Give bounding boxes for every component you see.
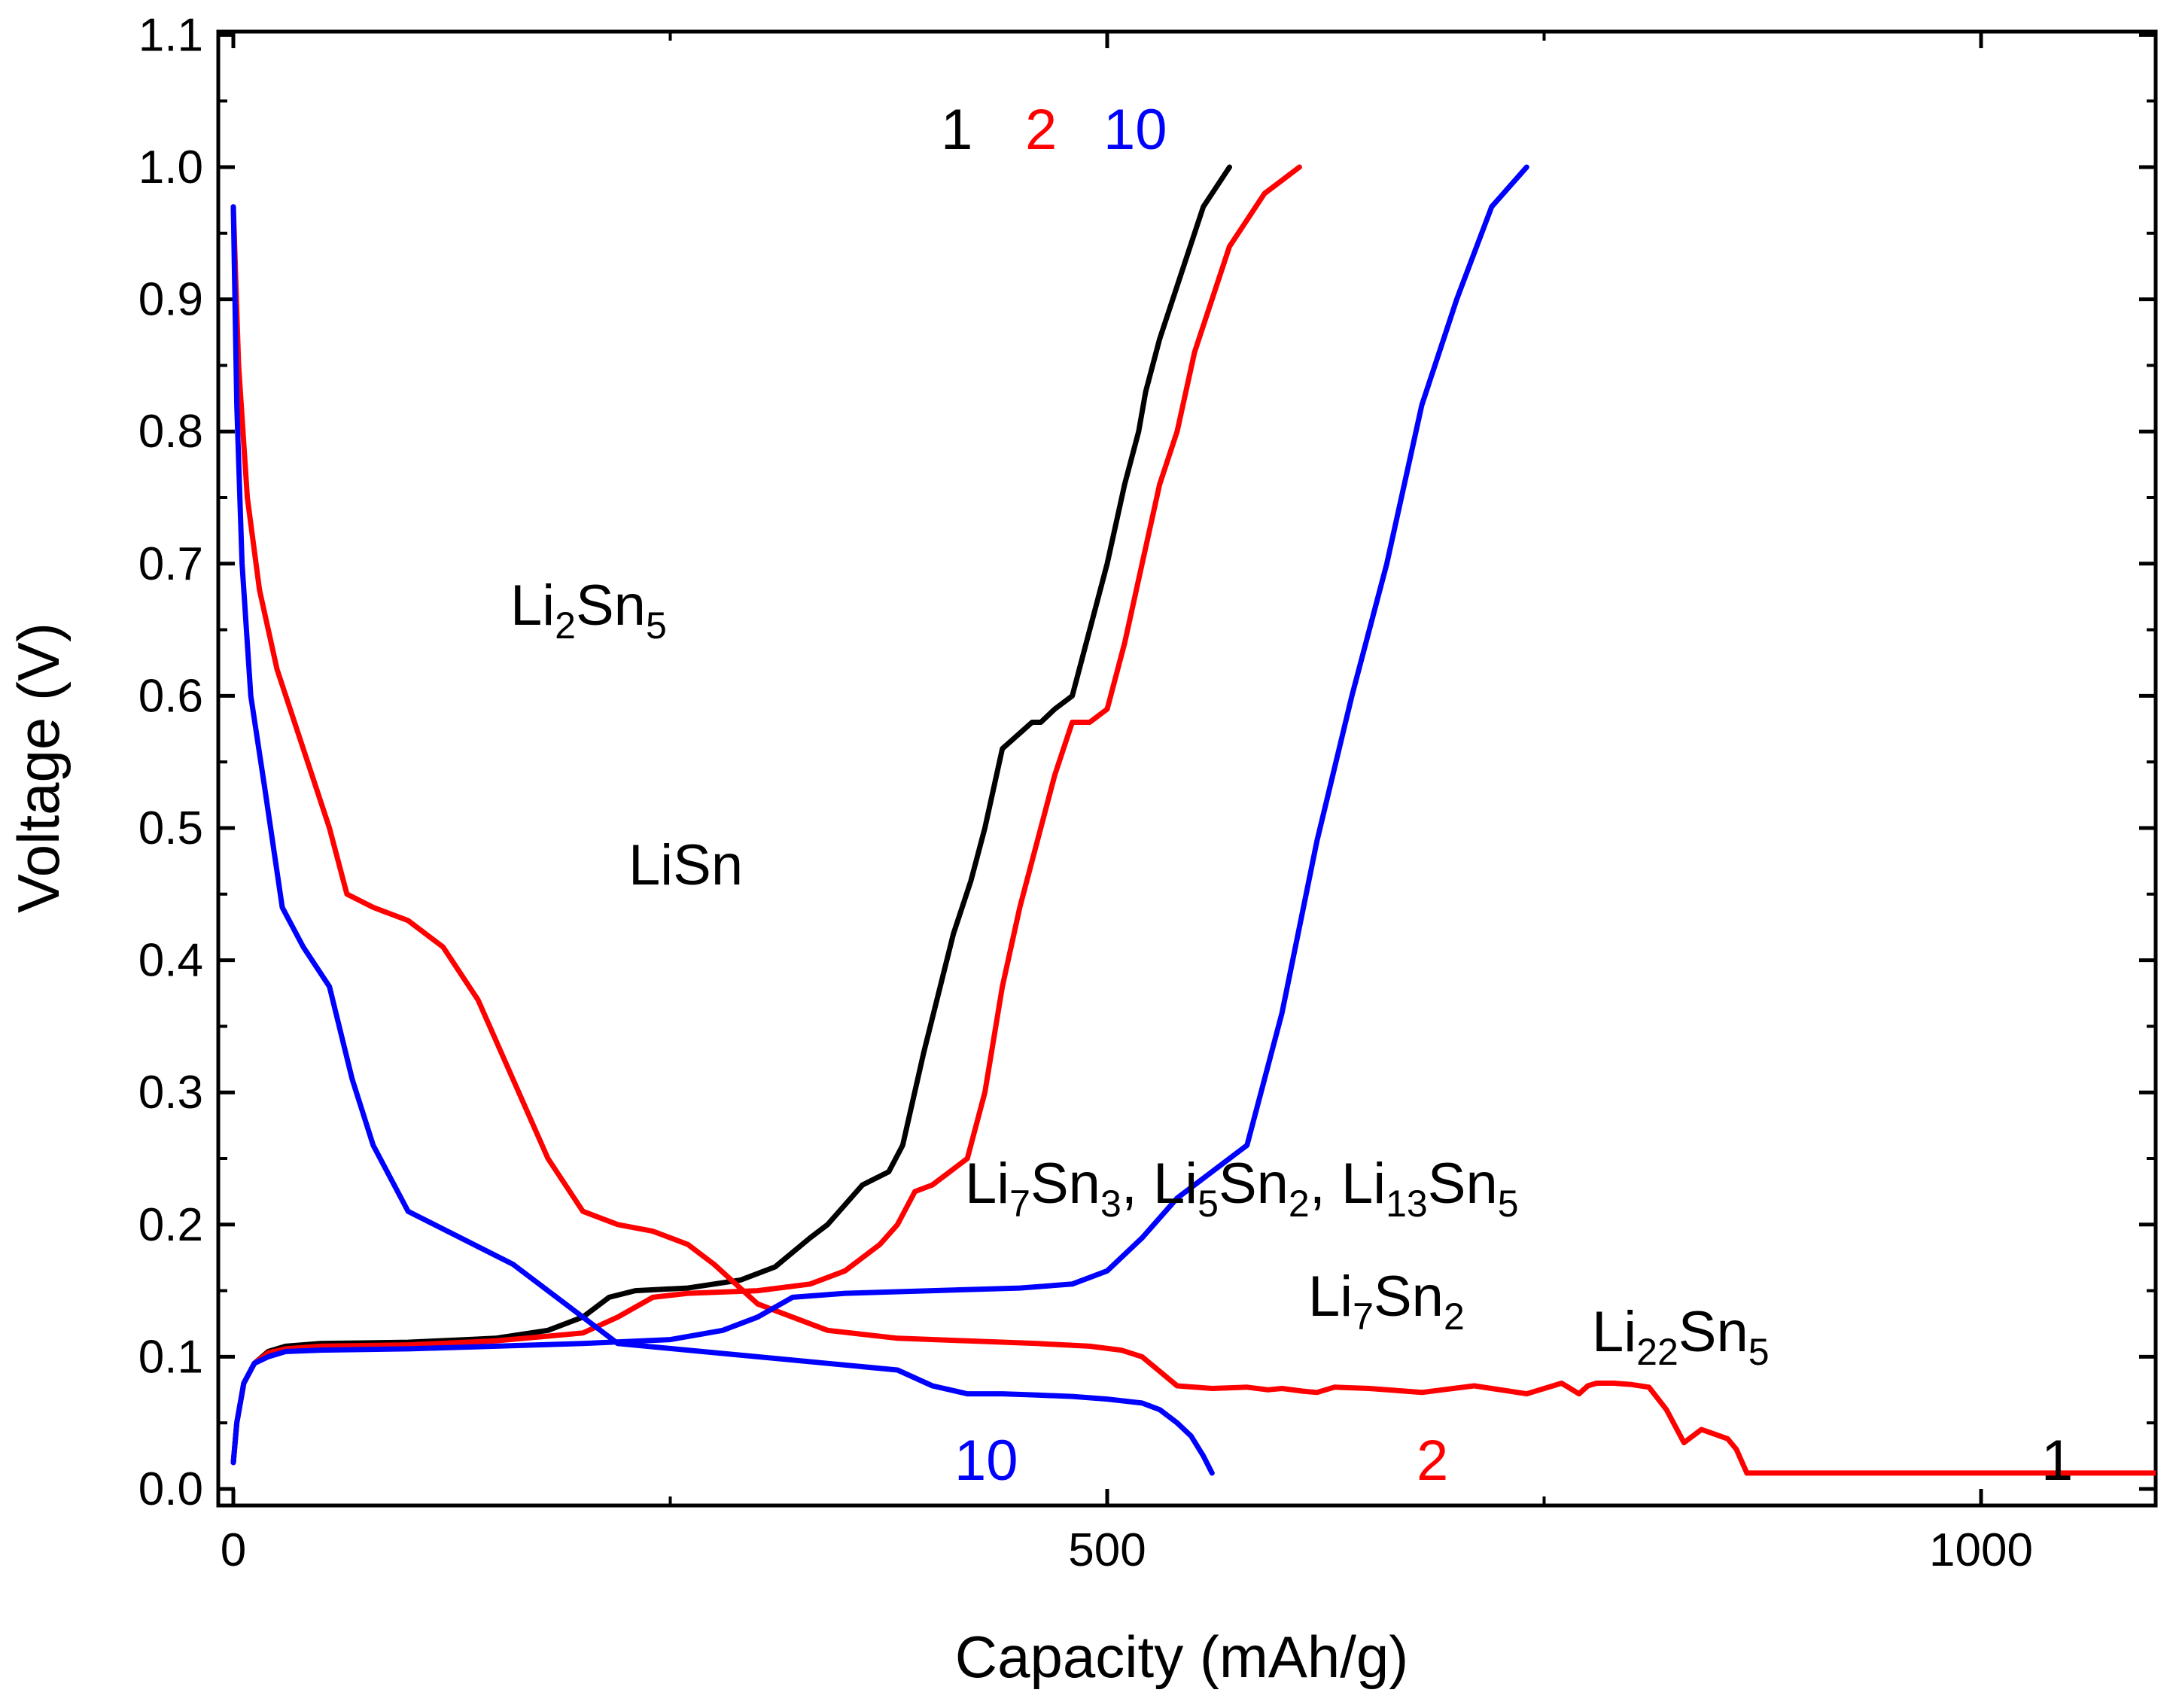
cycle-label-1-top: 1 (941, 98, 972, 162)
y-tick-label: 1.0 (138, 142, 203, 193)
y-axis: 0.0 0.1 0.2 0.3 0.4 0.5 0.6 0.7 0.8 0.9 1.0 1.1 (138, 9, 2156, 1515)
phase-label-li7sn3-group: Li7Sn3, Li5Sn2, Li13Sn5 (965, 1152, 1519, 1225)
cycle-label-10-bottom: 10 (954, 1429, 1018, 1493)
x-tick-label: 0 (221, 1524, 246, 1576)
phase-label-li13sn5: Li (1341, 1152, 1386, 1216)
x-axis: 0 500 1000 (221, 32, 2033, 1576)
series-line-cycle-2-charge (230, 164, 1302, 1466)
phase-label-li7sn3: Li (965, 1152, 1009, 1216)
y-tick-label: 0.9 (138, 274, 203, 326)
y-tick-label: 0.7 (138, 538, 203, 590)
phase-label-li2sn5: Li2Sn5 (510, 574, 667, 647)
cycle-label-10-top: 10 (1103, 98, 1167, 162)
phase-label-li5sn2: Li (1153, 1152, 1198, 1216)
phase-label-lisn: LiSn (628, 833, 743, 897)
cycle-label-2-bottom: 2 (1417, 1429, 1448, 1493)
y-tick-label: 0.3 (138, 1067, 203, 1119)
y-tick-label: 0.5 (138, 802, 203, 854)
cycle-label-2-top: 2 (1025, 98, 1057, 162)
series-layer (230, 32, 2156, 1476)
series-line-cycle-2-discharge (230, 204, 2156, 1476)
x-tick-label: 1000 (1929, 1524, 2033, 1576)
y-tick-label: 1.1 (138, 9, 203, 61)
plot-frame (216, 29, 2158, 1508)
y-tick-label: 0.0 (138, 1463, 203, 1515)
series-line-cycle-1-charge (230, 164, 1232, 1466)
x-axis-title: Capacity (mAh/g) (955, 1624, 1409, 1690)
y-tick-label: 0.6 (138, 670, 203, 722)
series-line-cycle-10-charge (230, 164, 1529, 1466)
y-tick-label: 0.1 (138, 1331, 203, 1383)
phase-label-li22sn5: Li22Sn5 (1592, 1300, 1770, 1373)
series-line-cycle-10-discharge (230, 204, 1215, 1476)
y-axis-title: Voltage (V) (5, 623, 72, 913)
cycle-label-1-bottom: 1 (2041, 1429, 2073, 1493)
y-tick-label: 0.4 (138, 935, 203, 987)
y-tick-label: 0.8 (138, 406, 203, 458)
y-tick-label: 0.2 (138, 1199, 203, 1251)
phase-label-li7sn2: Li7Sn2 (1308, 1265, 1465, 1338)
x-tick-label: 500 (1068, 1524, 1146, 1576)
